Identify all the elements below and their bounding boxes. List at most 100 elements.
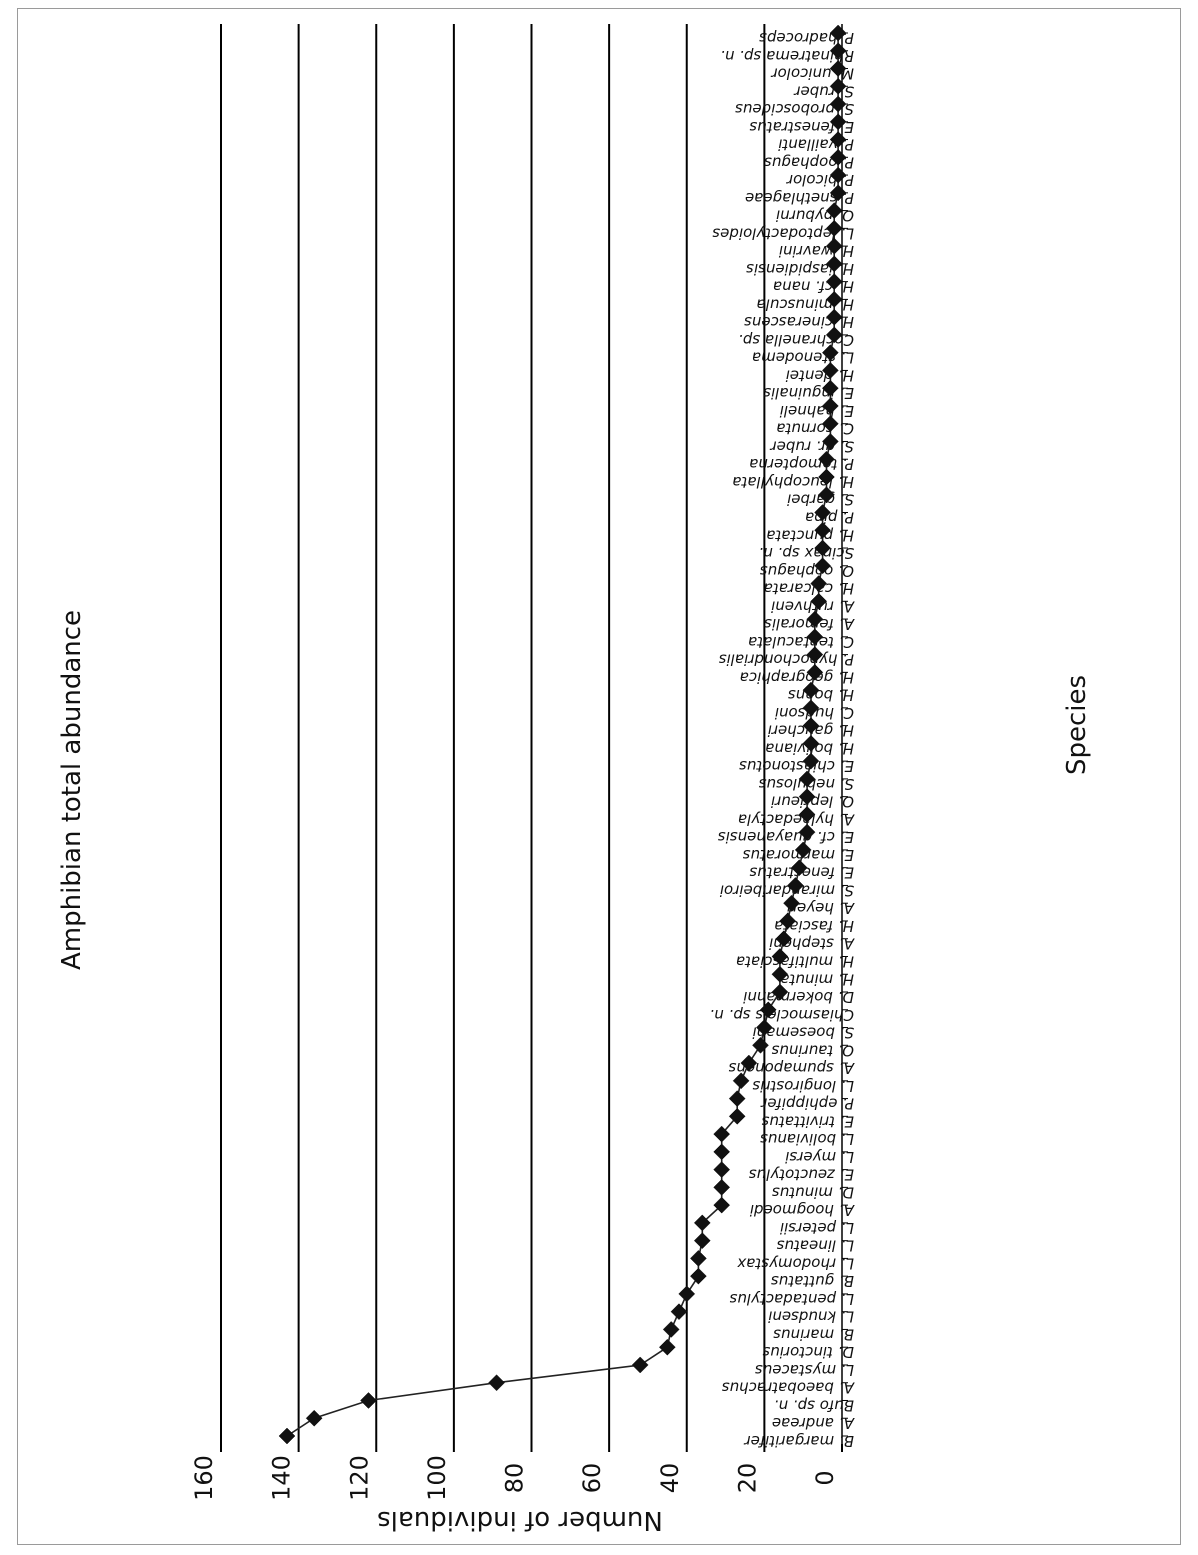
- data-point: [798, 770, 816, 788]
- data-point: [690, 1250, 707, 1267]
- y-axis-label: Number of individuals: [377, 1505, 663, 1535]
- data-point: [759, 1001, 777, 1019]
- category-label: H. multifasciata: [736, 952, 854, 970]
- data-point: [829, 95, 847, 113]
- category-label: A. spumaponens: [728, 1059, 855, 1077]
- data-point: [713, 1179, 731, 1196]
- category-label: D. tinctorius: [762, 1343, 854, 1361]
- category-label: D. bokermanni: [742, 988, 854, 1006]
- category-label: L. myersi: [784, 1148, 854, 1166]
- value-tick-label: 100: [423, 1455, 451, 1501]
- category-label: O. leprieuri: [770, 793, 854, 811]
- figure-frame: [17, 8, 1181, 1545]
- category-label: L. bolivianus: [760, 1130, 854, 1148]
- data-point: [810, 575, 828, 592]
- category-label: P. ephippifer: [760, 1095, 854, 1113]
- data-point: [829, 166, 847, 184]
- data-point: [775, 930, 793, 948]
- data-point: [658, 1338, 676, 1356]
- category-label: E. trivittatus: [761, 1112, 854, 1130]
- category-label: P. snethlageae: [745, 189, 854, 207]
- category-label: E. cf. guayanensis: [718, 828, 854, 846]
- data-point: [818, 450, 835, 468]
- category-label: E. fenestratus: [749, 118, 854, 136]
- category-label: P. hypochondrialis: [719, 651, 854, 669]
- category-label: C. tentaculata: [748, 633, 854, 651]
- category-label: L. leptodactyloides: [712, 224, 854, 242]
- category-label: L. rhodomystax: [737, 1254, 854, 1272]
- category-label: O. pyburni: [775, 207, 854, 225]
- category-label: H. cf. nana: [773, 278, 854, 296]
- data-point: [810, 592, 828, 610]
- data-point: [631, 1356, 649, 1374]
- data-point: [713, 1125, 731, 1143]
- data-point: [693, 1214, 711, 1232]
- data-point: [783, 894, 800, 912]
- category-label: Bufo sp. n.: [774, 1396, 854, 1414]
- data-point: [787, 877, 804, 894]
- data-point: [825, 308, 843, 326]
- category-label: O. taurinus: [771, 1041, 854, 1059]
- data-point: [814, 557, 831, 575]
- data-point: [822, 433, 839, 450]
- category-label: A. hylaedactyla: [738, 810, 855, 828]
- category-label: L. lineatus: [776, 1237, 854, 1255]
- data-point: [278, 1427, 296, 1445]
- data-point: [798, 788, 816, 806]
- data-point: [771, 983, 789, 1001]
- data-point: [756, 1019, 773, 1036]
- category-label: H. minuta: [780, 970, 854, 988]
- data-point: [670, 1303, 688, 1321]
- data-point: [806, 610, 824, 628]
- category-label: S. garbei: [786, 491, 854, 509]
- data-point: [752, 1036, 769, 1054]
- category-label: E. hahneli: [779, 402, 854, 420]
- category-label: L. pentadactylus: [729, 1290, 854, 1308]
- category-label: Rhinatrema sp. n.: [720, 47, 854, 65]
- data-point: [771, 948, 789, 965]
- data-point: [713, 1196, 731, 1214]
- value-tick-label: 60: [578, 1463, 606, 1494]
- data-point: [825, 237, 843, 255]
- data-point: [806, 663, 824, 681]
- data-point: [728, 1090, 746, 1107]
- data-point: [825, 273, 843, 290]
- data-point: [806, 646, 824, 663]
- category-label: E. chiastonotus: [739, 757, 854, 775]
- data-point: [713, 1143, 731, 1161]
- value-tick-label: 140: [268, 1455, 296, 1501]
- data-point: [790, 859, 808, 877]
- data-point: [829, 113, 847, 131]
- data-point: [818, 486, 835, 504]
- data-point: [713, 1161, 731, 1178]
- data-point: [740, 1054, 758, 1072]
- data-point: [678, 1285, 696, 1303]
- data-point: [829, 131, 847, 148]
- category-label: O. oophagus: [760, 562, 854, 580]
- data-point: [798, 806, 816, 823]
- data-point: [728, 1107, 746, 1125]
- category-label: L. knudseni: [767, 1308, 854, 1326]
- value-tick-label: 20: [733, 1463, 761, 1494]
- x-axis-label: Species: [1062, 675, 1092, 775]
- data-point: [818, 468, 835, 486]
- category-label: C. cornuta: [776, 420, 854, 438]
- data-point: [360, 1392, 377, 1409]
- data-point: [822, 362, 839, 379]
- category-label: S. proboscideus: [735, 100, 854, 118]
- data-point: [829, 60, 847, 77]
- category-label: H. punctata: [766, 526, 854, 544]
- data-point: [829, 148, 847, 166]
- data-point: [822, 379, 839, 397]
- category-label: Cochranella sp.: [738, 331, 854, 349]
- data-point: [802, 681, 820, 699]
- category-label: H. leucophyllata: [732, 473, 854, 491]
- category-label: H. dentei: [785, 366, 854, 384]
- category-label: H. calcarata: [764, 580, 854, 598]
- data-point: [814, 504, 831, 521]
- category-label: Chiasmocleis sp. n.: [710, 1006, 855, 1024]
- category-label: A. ruthveni: [770, 597, 855, 615]
- data-point: [802, 717, 820, 734]
- category-label: A. heyeri: [786, 899, 855, 917]
